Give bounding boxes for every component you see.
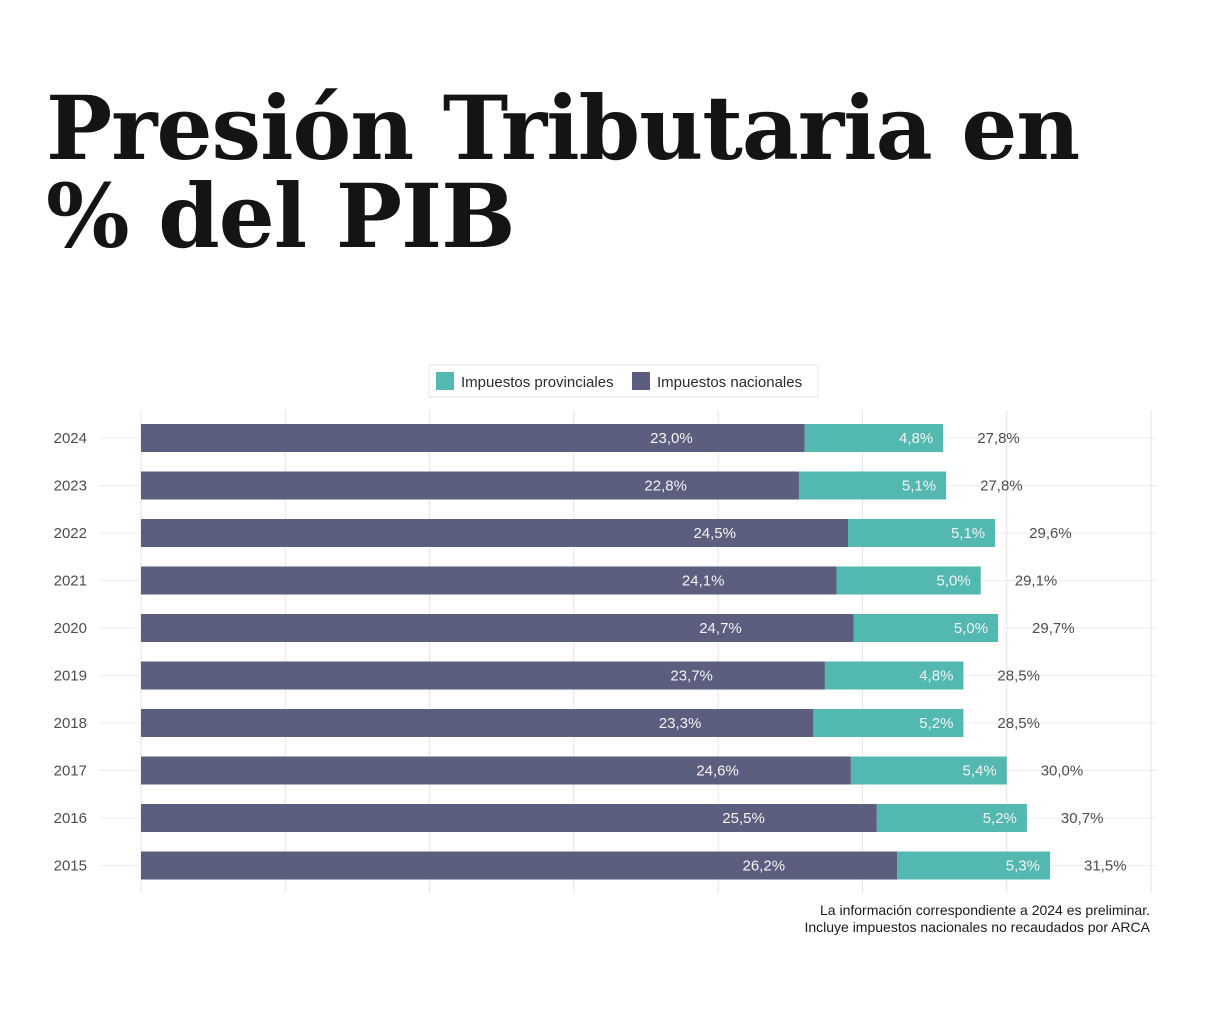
bar-provinciales: [850, 756, 1007, 785]
y-tick-label: 2022: [54, 525, 87, 542]
legend-swatch-nacionales: [632, 372, 650, 390]
label-provinciales: 5,2%: [919, 715, 953, 732]
label-nacionales: 23,0%: [650, 430, 693, 447]
note-preliminary: La información correspondiente a 2024 es…: [820, 902, 1150, 918]
y-tick-label: 2016: [54, 810, 87, 827]
y-tick-label: 2024: [54, 430, 87, 447]
label-provinciales: 5,0%: [937, 573, 971, 590]
label-total: 30,0%: [1041, 763, 1084, 780]
labels: 2024 23,0% 4,8% 27,8% 2023 22,8% 5,1% 27,8% 2022…: [54, 430, 1127, 875]
label-nacionales: 22,8%: [644, 478, 687, 495]
label-nacionales: 24,5%: [693, 525, 736, 542]
bar-provinciales: [813, 709, 964, 737]
label-nacionales: 24,1%: [682, 573, 725, 590]
bar-nacionales: [141, 661, 825, 690]
bar-provinciales: [876, 804, 1027, 832]
label-nacionales: 25,5%: [722, 810, 765, 827]
label-provinciales: 5,1%: [951, 525, 985, 542]
bar-provinciales: [824, 661, 964, 690]
note-arca: Incluye impuestos nacionales no recaudad…: [804, 919, 1150, 935]
bar-nacionales: [141, 519, 848, 547]
label-provinciales: 5,3%: [1006, 858, 1040, 875]
label-total: 29,6%: [1029, 525, 1072, 542]
legend-label-provinciales: Impuestos provinciales: [461, 374, 614, 391]
bar-nacionales: [141, 804, 877, 832]
label-total: 29,7%: [1032, 620, 1075, 637]
label-total: 28,5%: [997, 668, 1040, 685]
label-total: 30,7%: [1061, 810, 1104, 827]
label-provinciales: 5,1%: [902, 478, 936, 495]
label-total: 31,5%: [1084, 858, 1127, 875]
legend-frame: [428, 364, 819, 398]
bar-nacionales: [141, 756, 851, 785]
label-nacionales: 23,3%: [659, 715, 702, 732]
bar-nacionales: [141, 471, 799, 500]
bars: [141, 424, 1050, 880]
bar-provinciales: [853, 614, 999, 642]
label-total: 28,5%: [997, 715, 1040, 732]
label-total: 27,8%: [977, 430, 1020, 447]
label-provinciales: 5,2%: [983, 810, 1017, 827]
y-tick-label: 2020: [54, 620, 87, 637]
bar-nacionales: [141, 614, 854, 642]
bar-nacionales: [141, 424, 805, 452]
label-provinciales: 4,8%: [919, 668, 953, 685]
y-tick-label: 2015: [54, 858, 87, 875]
label-nacionales: 26,2%: [743, 858, 786, 875]
legend: Impuestos provinciales Impuestos naciona…: [428, 364, 819, 398]
y-tick-label: 2018: [54, 715, 87, 732]
notes: La información correspondiente a 2024 es…: [804, 902, 1150, 935]
label-total: 29,1%: [1015, 573, 1058, 590]
y-tick-label: 2019: [54, 668, 87, 685]
chart-title: Presión Tributaria en % del PIB: [46, 76, 1080, 268]
bar-provinciales: [804, 424, 944, 452]
bar-provinciales: [848, 519, 996, 547]
label-provinciales: 5,4%: [963, 763, 997, 780]
y-tick-label: 2017: [54, 763, 87, 780]
label-nacionales: 24,7%: [699, 620, 742, 637]
bar-provinciales: [798, 471, 947, 500]
bar-nacionales: [141, 566, 837, 595]
bar-provinciales: [897, 851, 1050, 880]
label-nacionales: 23,7%: [670, 668, 713, 685]
y-tick-label: 2023: [54, 478, 87, 495]
label-provinciales: 4,8%: [899, 430, 933, 447]
bar-nacionales: [141, 851, 898, 880]
legend-swatch-provinciales: [436, 372, 454, 390]
bar-provinciales: [836, 566, 981, 595]
y-tick-label: 2021: [54, 573, 87, 590]
label-nacionales: 24,6%: [696, 763, 739, 780]
label-provinciales: 5,0%: [954, 620, 988, 637]
label-total: 27,8%: [980, 478, 1023, 495]
bar-nacionales: [141, 709, 814, 737]
legend-label-nacionales: Impuestos nacionales: [657, 374, 802, 391]
